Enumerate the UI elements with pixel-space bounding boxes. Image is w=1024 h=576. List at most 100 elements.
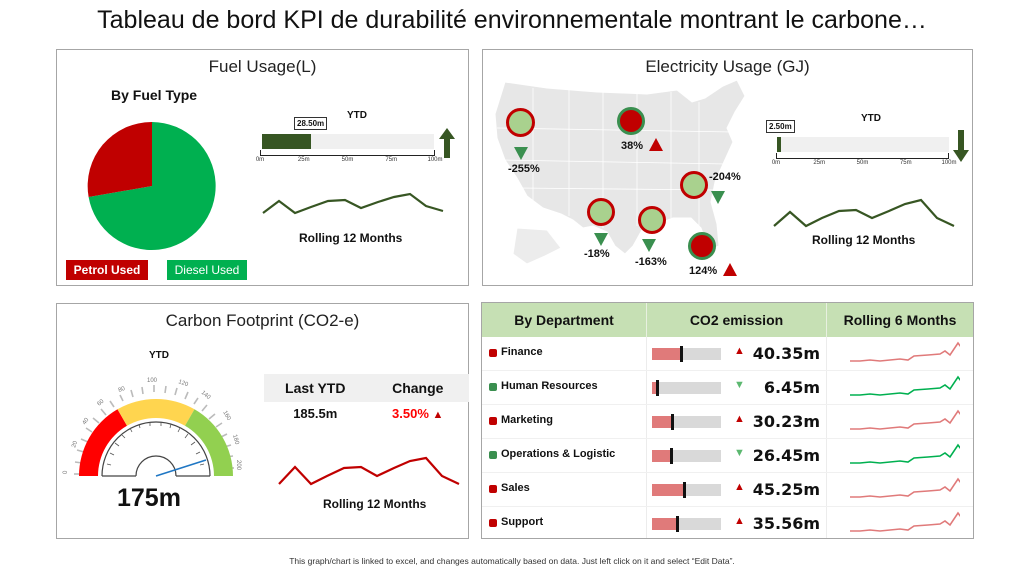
header-by-department: By Department <box>482 303 647 337</box>
carbon-sparkline-label: Rolling 12 Months <box>323 497 427 511</box>
fuel-ytd-bar-fill <box>262 134 311 149</box>
arrow-up-icon <box>439 128 455 158</box>
svg-text:20: 20 <box>71 440 79 449</box>
department-sparkline <box>850 341 960 362</box>
fuel-sparkline-label: Rolling 12 Months <box>299 231 403 245</box>
emission-value: 6.45m <box>763 378 820 397</box>
emission-bar <box>652 380 721 396</box>
fuel-card-title: Fuel Usage(L) <box>208 57 317 76</box>
fuel-sparkline[interactable] <box>261 188 447 220</box>
map-marker-texas[interactable] <box>587 198 615 226</box>
department-name: Human Resources <box>501 380 598 392</box>
emission-bar <box>652 346 721 362</box>
department-row-finance[interactable]: Finance ▲ 40.35m <box>482 337 973 371</box>
marker-east-value: -204% <box>709 171 741 183</box>
triangle-down-icon <box>711 191 725 204</box>
triangle-down-icon <box>642 239 656 252</box>
map-marker-midwest[interactable] <box>617 107 645 135</box>
triangle-up-icon: ▲ <box>734 345 745 357</box>
fuel-ytd-bar[interactable] <box>262 134 434 149</box>
emission-bar <box>652 482 721 498</box>
map-marker-west[interactable] <box>506 108 535 137</box>
department-sparkline <box>850 375 960 396</box>
electricity-ytd-bar[interactable] <box>777 137 949 152</box>
svg-text:200: 200 <box>235 460 241 471</box>
emission-value: 35.56m <box>752 514 820 533</box>
gauge-value: 175m <box>117 484 181 512</box>
status-square-icon <box>489 349 497 357</box>
department-name: Sales <box>501 482 530 494</box>
department-table-header: By Department CO2 emission Rolling 6 Mon… <box>482 303 973 337</box>
department-row-marketing[interactable]: Marketing ▲ 30.23m <box>482 405 973 439</box>
triangle-up-icon <box>723 263 737 276</box>
fuel-usage-card[interactable]: Fuel Usage(L) By Fuel Type Petrol Used D… <box>56 49 469 286</box>
emission-value: 26.45m <box>752 446 820 465</box>
emission-value: 40.35m <box>752 344 820 363</box>
emission-value: 45.25m <box>752 480 820 499</box>
last-ytd-value: 185.5m <box>293 406 338 421</box>
header-co2-emission: CO2 emission <box>647 303 827 337</box>
svg-text:180: 180 <box>231 434 240 446</box>
column-divider <box>646 337 647 538</box>
fuel-ytd-label: YTD <box>347 110 367 121</box>
legend-petrol: Petrol Used <box>66 260 148 280</box>
triangle-down-icon <box>514 147 528 160</box>
triangle-up-icon: ▲ <box>734 413 745 425</box>
electricity-sparkline[interactable] <box>772 193 958 229</box>
svg-text:100: 100 <box>147 378 158 384</box>
triangle-up-icon: ▲ <box>734 515 745 527</box>
pie-title: By Fuel Type <box>111 87 198 103</box>
department-table-card[interactable]: By Department CO2 emission Rolling 6 Mon… <box>481 302 974 539</box>
department-row-sales[interactable]: Sales ▲ 45.25m <box>482 473 973 507</box>
carbon-kpi-table: Last YTD Change 185.5m 3.50% ▲ <box>264 374 469 426</box>
map-marker-florida[interactable] <box>688 232 716 260</box>
legend-diesel: Diesel Used <box>167 260 247 280</box>
department-row-operations-logistic[interactable]: Operations & Logistic ▼ 26.45m <box>482 439 973 473</box>
electricity-ytd-axis <box>776 153 949 159</box>
carbon-gauge[interactable]: 0 20 40 60 80 100 120 140 160 180 200 <box>61 370 261 480</box>
fuel-ytd-axis <box>260 150 435 156</box>
triangle-up-icon: ▲ <box>432 409 444 421</box>
marker-texas-value: -18% <box>584 248 610 260</box>
emission-value: 30.23m <box>752 412 820 431</box>
triangle-up-icon <box>649 138 663 151</box>
electricity-ytd-bar-fill <box>777 137 781 152</box>
department-row-support[interactable]: Support ▲ 35.56m <box>482 507 973 541</box>
department-name: Operations & Logistic <box>501 448 616 460</box>
department-sparkline <box>850 409 960 430</box>
department-sparkline <box>850 511 960 532</box>
electricity-ytd-value: 2.50m <box>766 120 795 133</box>
svg-text:40: 40 <box>82 417 91 426</box>
status-square-icon <box>489 485 497 493</box>
status-square-icon <box>489 383 497 391</box>
fuel-type-pie-chart[interactable] <box>87 120 217 252</box>
change-value: 3.50% <box>392 406 429 421</box>
triangle-up-icon: ▲ <box>734 481 745 493</box>
department-name: Finance <box>501 346 543 358</box>
status-square-icon <box>489 519 497 527</box>
header-change: Change <box>392 380 444 396</box>
department-row-human-resources[interactable]: Human Resources ▼ 6.45m <box>482 371 973 405</box>
status-square-icon <box>489 417 497 425</box>
pie-slice-petrol <box>87 121 152 197</box>
pie-slice-diesel <box>88 122 216 250</box>
emission-bar <box>652 516 721 532</box>
change-cell: 3.50% ▲ <box>367 402 470 426</box>
svg-text:160: 160 <box>221 410 232 422</box>
carbon-footprint-card[interactable]: Carbon Footprint (CO2-e) YTD <box>56 303 469 539</box>
carbon-sparkline[interactable] <box>277 452 463 488</box>
marker-west-value: -255% <box>508 163 540 175</box>
marker-midwest-value: 38% <box>621 140 644 152</box>
electricity-usage-card[interactable]: Electricity Usage (GJ) -255% 38% -204% -… <box>482 49 973 286</box>
header-last-ytd: Last YTD <box>285 380 346 396</box>
map-marker-east[interactable] <box>680 171 708 199</box>
map-marker-south[interactable] <box>638 206 666 234</box>
triangle-down-icon: ▼ <box>734 447 745 459</box>
fuel-ytd-value: 28.50m <box>294 117 328 130</box>
svg-text:60: 60 <box>96 398 105 407</box>
svg-text:80: 80 <box>118 386 127 394</box>
electricity-ytd-label: YTD <box>861 113 881 124</box>
column-divider <box>826 337 827 538</box>
page-title: Tableau de bord KPI de durabilité enviro… <box>97 6 927 34</box>
footer-note: This graph/chart is linked to excel, and… <box>289 556 735 566</box>
